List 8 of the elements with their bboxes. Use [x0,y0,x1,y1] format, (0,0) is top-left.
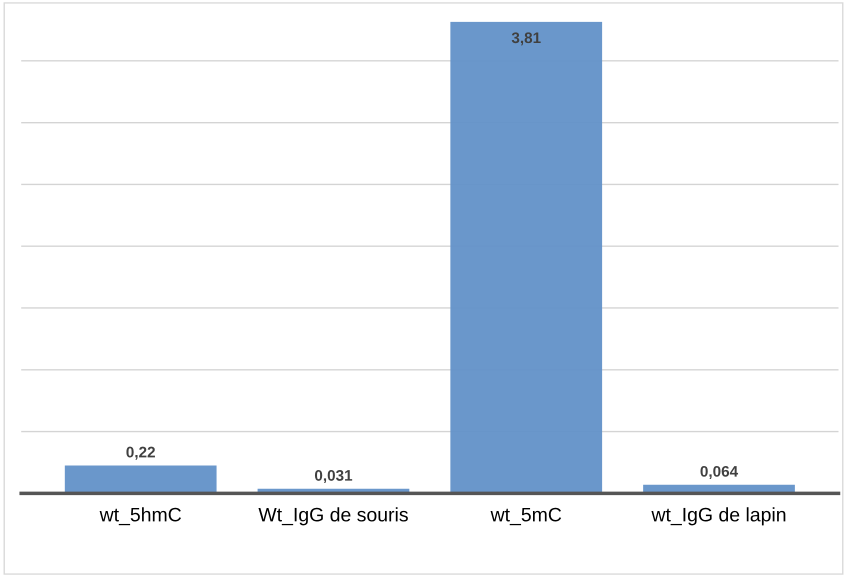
x-tick-label: wt_5hmC [100,507,182,526]
data-label: 0,031 [314,470,352,484]
x-tick-label: Wt_IgG de souris [258,507,408,526]
data-label: 0,22 [126,446,155,460]
x-tick-label: wt_IgG de lapin [651,507,786,526]
data-label: 3,81 [512,32,541,46]
x-tick-label: wt_5mC [490,508,562,526]
data-label: 0,064 [700,466,738,479]
